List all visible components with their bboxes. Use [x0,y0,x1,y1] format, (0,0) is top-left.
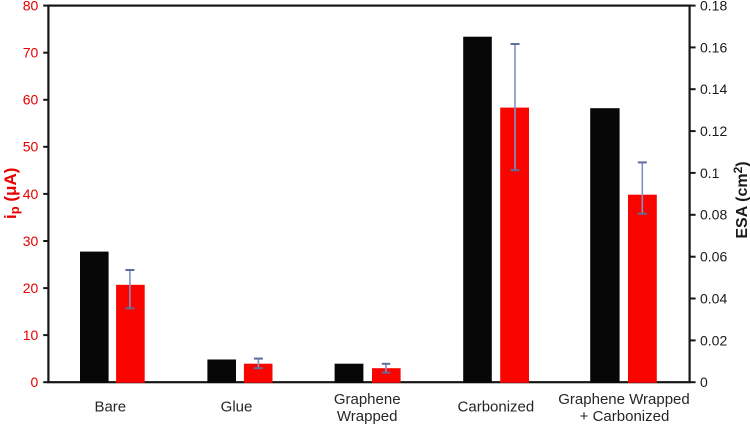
svg-text:Carbonized: Carbonized [458,398,535,415]
svg-text:Graphene Wrapped: Graphene Wrapped [558,391,689,408]
svg-text:0.18: 0.18 [700,0,727,14]
svg-text:0.12: 0.12 [700,123,727,139]
svg-text:40: 40 [23,186,39,202]
svg-text:0.06: 0.06 [700,249,727,265]
svg-text:Bare: Bare [94,398,126,415]
svg-text:0.1: 0.1 [700,165,720,181]
svg-text:0.04: 0.04 [700,290,727,306]
svg-text:ESA (cm2): ESA (cm2) [731,161,750,238]
svg-text:Glue: Glue [221,398,253,415]
svg-text:70: 70 [23,45,39,61]
svg-text:ip (μA): ip (μA) [1,168,22,219]
svg-text:0.14: 0.14 [700,81,727,97]
svg-text:80: 80 [23,0,39,14]
svg-text:50: 50 [23,139,39,155]
svg-text:60: 60 [23,92,39,108]
svg-text:0.16: 0.16 [700,39,727,55]
svg-text:+ Carbonized: + Carbonized [580,408,670,424]
svg-text:Graphene: Graphene [334,391,401,408]
svg-text:10: 10 [23,327,39,343]
svg-text:20: 20 [23,280,39,296]
svg-text:30: 30 [23,233,39,249]
svg-text:0.08: 0.08 [700,207,727,223]
svg-text:0.02: 0.02 [700,332,727,348]
svg-text:Wrapped: Wrapped [337,408,398,424]
svg-text:0: 0 [31,374,39,390]
svg-text:0: 0 [700,374,708,390]
